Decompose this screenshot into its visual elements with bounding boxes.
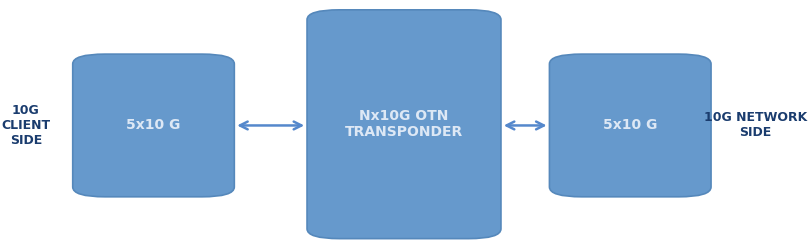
FancyBboxPatch shape [307,10,501,239]
FancyBboxPatch shape [73,54,234,197]
Text: 5x10 G: 5x10 G [603,119,658,132]
Text: 5x10 G: 5x10 G [126,119,181,132]
Text: 10G
CLIENT
SIDE: 10G CLIENT SIDE [2,104,50,147]
FancyBboxPatch shape [549,54,711,197]
Text: 10G NETWORK
SIDE: 10G NETWORK SIDE [704,111,807,139]
Text: Nx10G OTN
TRANSPONDER: Nx10G OTN TRANSPONDER [345,109,463,139]
